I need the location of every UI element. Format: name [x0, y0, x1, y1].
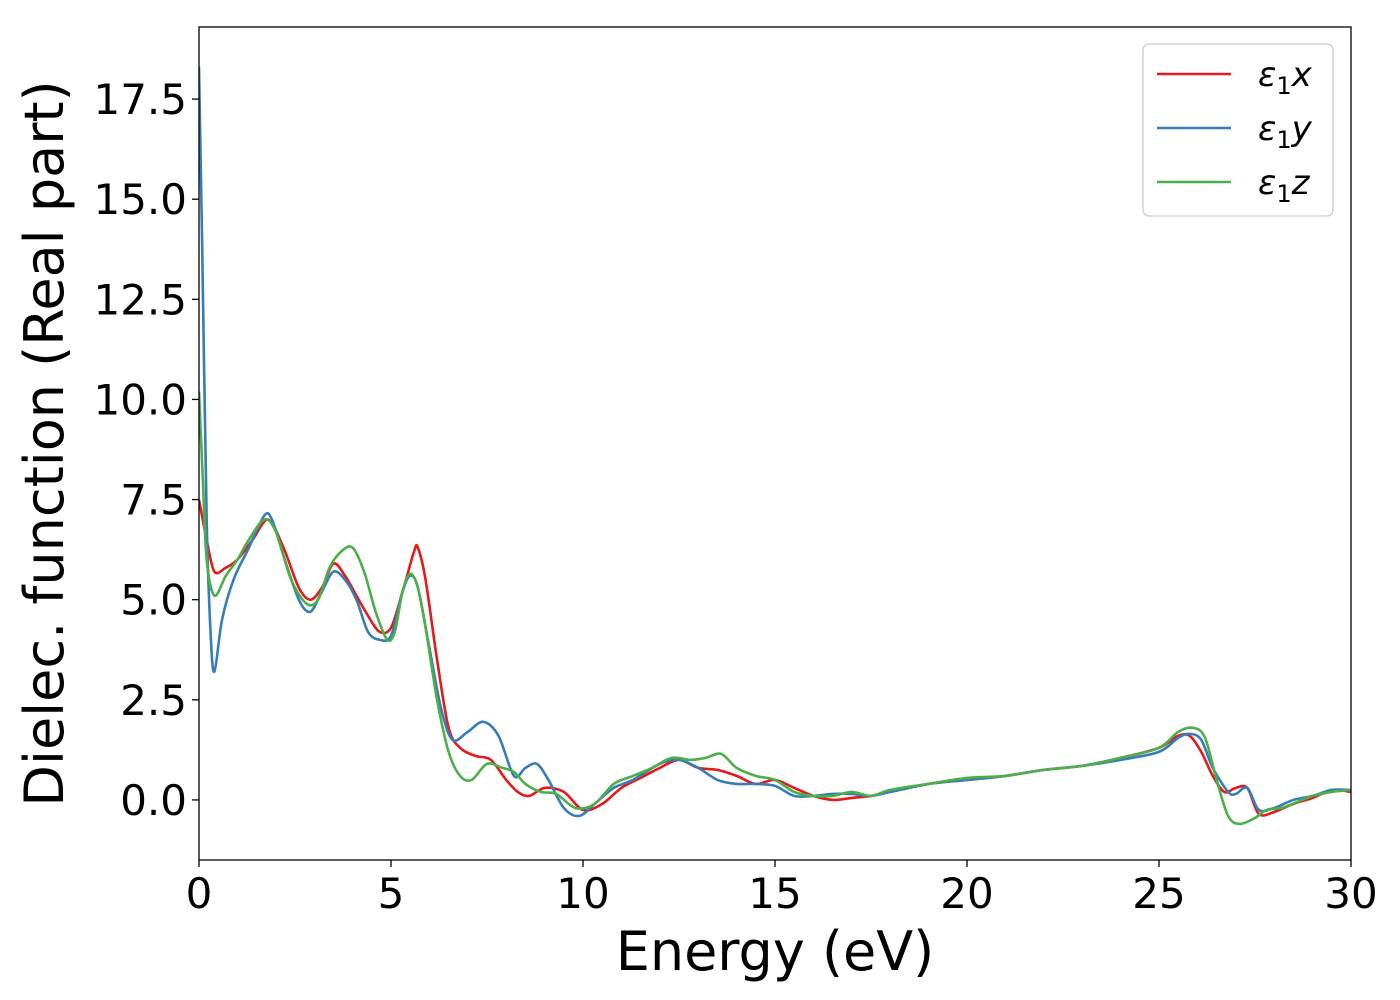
- x-tick-label: 30: [1324, 869, 1377, 918]
- y-tick-label: 10.0: [93, 375, 187, 424]
- y-tick-label: 17.5: [93, 75, 187, 124]
- legend-label-x: ε1x: [1258, 55, 1313, 100]
- series-line-z: [199, 391, 1351, 826]
- y-axis-ticks: 0.0 2.5 5.0 7.5 10.0 12.5 15.0 17.5: [93, 75, 199, 825]
- legend: ε1x ε1y ε1z: [1142, 43, 1334, 217]
- x-tick-label: 25: [1132, 869, 1185, 918]
- y-tick-label: 0.0: [120, 776, 187, 825]
- x-tick-label: 10: [556, 869, 609, 918]
- series-line-x: [199, 499, 1351, 817]
- x-axis-label: Energy (eV): [616, 920, 935, 983]
- x-tick-label: 0: [186, 869, 213, 918]
- legend-label-y: ε1y: [1258, 109, 1313, 154]
- x-tick-label: 20: [940, 869, 993, 918]
- x-tick-label: 5: [378, 869, 405, 918]
- x-tick-label: 15: [748, 869, 801, 918]
- y-tick-label: 7.5: [120, 476, 187, 525]
- y-tick-label: 2.5: [120, 676, 187, 725]
- y-tick-label: 5.0: [120, 576, 187, 625]
- y-tick-label: 12.5: [93, 275, 187, 324]
- y-axis-label: Dielec. function (Real part): [13, 80, 76, 806]
- legend-frame: [1142, 43, 1334, 217]
- y-tick-label: 15.0: [93, 175, 187, 224]
- legend-label-z: ε1z: [1258, 163, 1311, 208]
- x-axis-ticks: 0 5 10 15 20 25 30: [186, 860, 1378, 918]
- plot-lines: [199, 67, 1351, 826]
